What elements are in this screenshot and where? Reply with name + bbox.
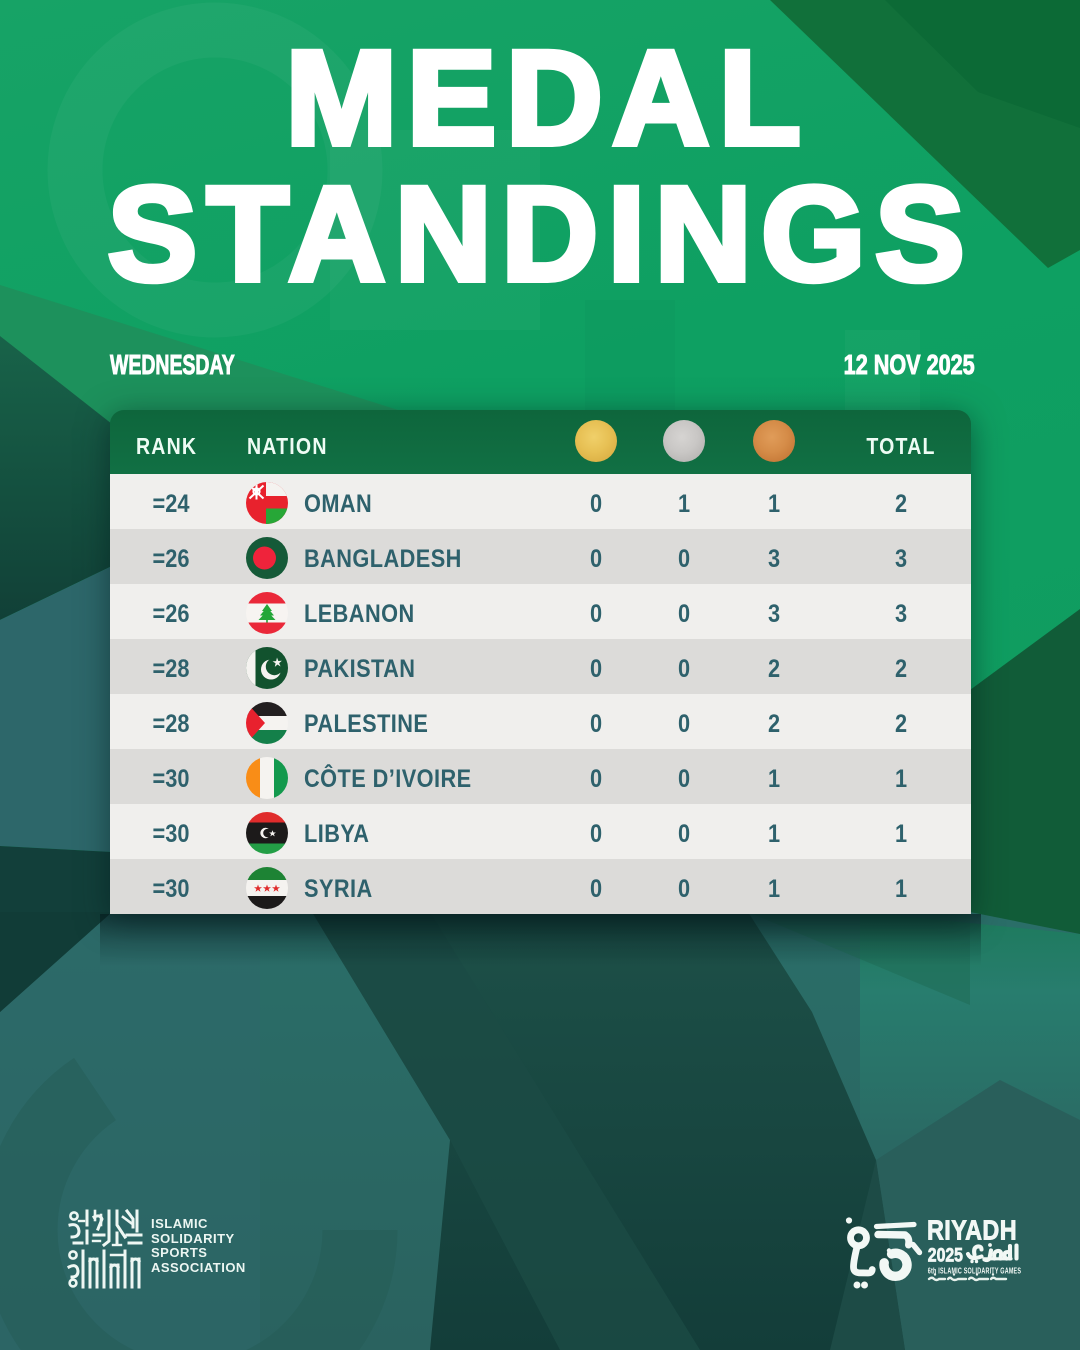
svg-text:6th ISLAMIC SOLIDARITY GAMES: 6th ISLAMIC SOLIDARITY GAMES <box>928 1267 1022 1275</box>
svg-text:2025: 2025 <box>928 1244 963 1266</box>
svg-text:RIYADH: RIYADH <box>927 1216 1017 1246</box>
